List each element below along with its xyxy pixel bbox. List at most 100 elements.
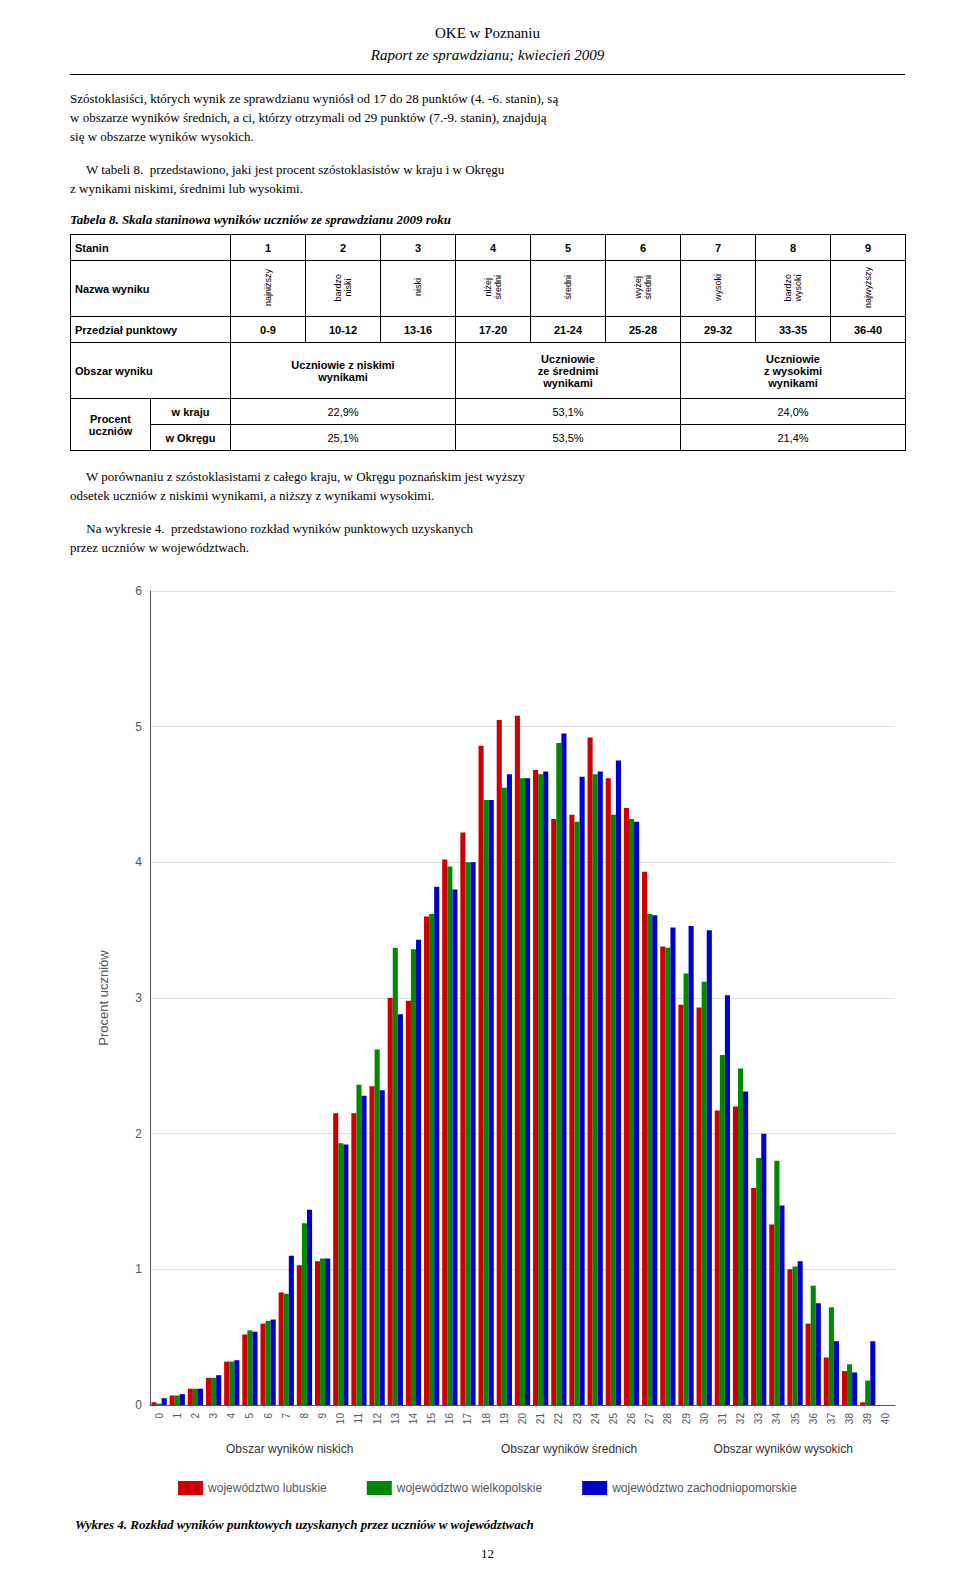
svg-text:38: 38 [844, 1413, 855, 1425]
html-text:24,0%: 24,0% [777, 405, 809, 418]
html-text:Uczniowie z wysokimi wynikami: Uczniowie z wysokimi wynikami [764, 352, 822, 389]
svg-text:32: 32 [735, 1413, 746, 1425]
html-text:z wynikami niskimi, średnimi l: z wynikami niskimi, średnimi lub wysokim… [70, 181, 303, 196]
svg-text:10: 10 [335, 1413, 346, 1425]
html-text:29-32: 29-32 [703, 323, 733, 336]
html-text:22,9%: 22,9% [327, 405, 359, 418]
html-text:Szóstoklasiści, których wynik: Szóstoklasiści, których wynik ze sprawdz… [70, 91, 559, 106]
svg-text:40: 40 [880, 1413, 891, 1425]
html-text:25,1%: 25,1% [327, 431, 359, 444]
html-text:12: 12 [481, 1546, 494, 1561]
html-text:21,4%: 21,4% [777, 431, 809, 444]
svg-text:22: 22 [553, 1413, 564, 1425]
svg-text:0: 0 [135, 1398, 142, 1412]
html-text:10-12: 10-12 [328, 323, 358, 336]
html-text:21-24: 21-24 [553, 323, 583, 336]
svg-text:województwo lubuskie: województwo lubuskie [207, 1481, 327, 1495]
html-text:Uczniowie z niskimi wynikami: Uczniowie z niskimi wynikami [291, 358, 395, 383]
html-text:przez uczniów w województwach.: przez uczniów w województwach. [70, 540, 249, 555]
svg-text:29: 29 [681, 1413, 692, 1425]
html-text:bardzo niski: bardzo niski [333, 273, 353, 302]
svg-text:2: 2 [190, 1413, 201, 1419]
html-text:Przedział punktowy: Przedział punktowy [75, 323, 178, 336]
html-text:W porównaniu z szóstoklasistam: W porównaniu z szóstoklasistami z całego… [70, 469, 525, 484]
svg-text:30: 30 [699, 1413, 710, 1425]
html-text:Tabela 8. Skala staninowa wyni: Tabela 8. Skala staninowa wyników ucznió… [70, 212, 451, 227]
html-text:odsetek uczniów z niskimi wyni: odsetek uczniów z niskimi wynikami, a ni… [70, 488, 435, 503]
svg-text:Obszar wyników średnich: Obszar wyników średnich [501, 1442, 637, 1456]
html-text:niżej średni: niżej średni [483, 275, 503, 300]
svg-text:18: 18 [481, 1413, 492, 1425]
svg-text:35: 35 [790, 1413, 801, 1425]
svg-text:0: 0 [154, 1413, 165, 1419]
svg-text:Obszar wyników niskich: Obszar wyników niskich [226, 1442, 353, 1456]
html-text:17-20: 17-20 [478, 323, 508, 336]
svg-text:34: 34 [771, 1413, 782, 1425]
svg-text:1: 1 [135, 1262, 142, 1276]
svg-text:37: 37 [826, 1413, 837, 1425]
html-text:Stanin: Stanin [75, 241, 109, 254]
html-text:36-40: 36-40 [853, 323, 883, 336]
html-text:13-16: 13-16 [403, 323, 433, 336]
svg-text:31: 31 [717, 1413, 728, 1425]
html-text:Raport ze sprawdzianu; kwiecie: Raport ze sprawdzianu; kwiecień 2009 [370, 47, 605, 63]
html-text:niski: niski [413, 278, 423, 297]
html-text:wyżej średni: wyżej średni [633, 275, 653, 300]
svg-text:5: 5 [135, 720, 142, 734]
svg-text:11: 11 [353, 1413, 364, 1424]
html-text:w kraju: w kraju [171, 405, 210, 418]
svg-text:5: 5 [244, 1413, 255, 1419]
svg-text:3: 3 [208, 1413, 219, 1419]
html-text:Na wykresie 4. przedstawiono r: Na wykresie 4. przedstawiono rozkład wyn… [70, 521, 473, 536]
html-text:W tabeli 8. przedstawiono, jak: W tabeli 8. przedstawiono, jaki jest pro… [70, 162, 505, 177]
svg-text:7: 7 [281, 1413, 292, 1419]
svg-text:21: 21 [535, 1413, 546, 1425]
svg-text:6: 6 [263, 1413, 274, 1419]
svg-text:Obszar wyników wysokich: Obszar wyników wysokich [714, 1442, 853, 1456]
svg-text:39: 39 [862, 1413, 873, 1425]
html-text:się w obszarze wyników wysokic: się w obszarze wyników wysokich. [70, 129, 254, 144]
svg-text:1: 1 [172, 1413, 183, 1419]
svg-text:2: 2 [135, 1127, 142, 1141]
svg-text:województwo zachodniopomorskie: województwo zachodniopomorskie [611, 1481, 797, 1495]
svg-text:24: 24 [590, 1413, 601, 1425]
svg-text:16: 16 [444, 1413, 455, 1425]
svg-text:4: 4 [226, 1413, 237, 1419]
svg-text:36: 36 [808, 1413, 819, 1425]
svg-text:Procent uczniów: Procent uczniów [96, 950, 111, 1046]
svg-text:12: 12 [372, 1413, 383, 1425]
html-text:bardzo wysoki: bardzo wysoki [783, 273, 803, 302]
html-text:0-9: 0-9 [260, 323, 276, 336]
html-text:OKE w Poznaniu: OKE w Poznaniu [435, 25, 540, 41]
svg-text:28: 28 [662, 1413, 673, 1425]
html-text:53,1%: 53,1% [552, 405, 584, 418]
html-text:25-28: 25-28 [628, 323, 658, 336]
svg-text:6: 6 [135, 584, 142, 598]
html-text:Procent uczniów: Procent uczniów [88, 412, 133, 437]
svg-text:26: 26 [626, 1413, 637, 1425]
svg-text:Wykres 4. Rozkład wyników punk: Wykres 4. Rozkład wyników punktowych uzy… [75, 1517, 534, 1532]
html-text:w obszarze wyników średnich, a: w obszarze wyników średnich, a ci, którz… [70, 110, 547, 125]
svg-text:15: 15 [426, 1413, 437, 1425]
html-text:najniższy: najniższy [263, 269, 273, 306]
html-text:w Okręgu: w Okręgu [165, 431, 216, 444]
svg-text:13: 13 [390, 1413, 401, 1425]
svg-text:województwo wielkopolskie: województwo wielkopolskie [396, 1481, 543, 1495]
svg-text:3: 3 [135, 991, 142, 1005]
svg-text:25: 25 [608, 1413, 619, 1425]
svg-text:19: 19 [499, 1413, 510, 1425]
svg-text:20: 20 [517, 1413, 528, 1425]
svg-text:33: 33 [753, 1413, 764, 1425]
html-text:Uczniowie ze średnimi wynikami: Uczniowie ze średnimi wynikami [537, 352, 599, 389]
svg-text:23: 23 [572, 1413, 583, 1425]
svg-text:14: 14 [408, 1413, 419, 1425]
svg-text:8: 8 [299, 1413, 310, 1419]
svg-text:4: 4 [135, 855, 142, 869]
html-text:Nazwa wyniku: Nazwa wyniku [75, 282, 150, 295]
html-text:53,5%: 53,5% [552, 431, 584, 444]
html-text:Obszar wyniku: Obszar wyniku [75, 364, 153, 377]
svg-text:27: 27 [644, 1413, 655, 1425]
svg-text:9: 9 [317, 1413, 328, 1419]
html-text:33-35: 33-35 [778, 323, 808, 336]
svg-text:17: 17 [462, 1413, 473, 1425]
